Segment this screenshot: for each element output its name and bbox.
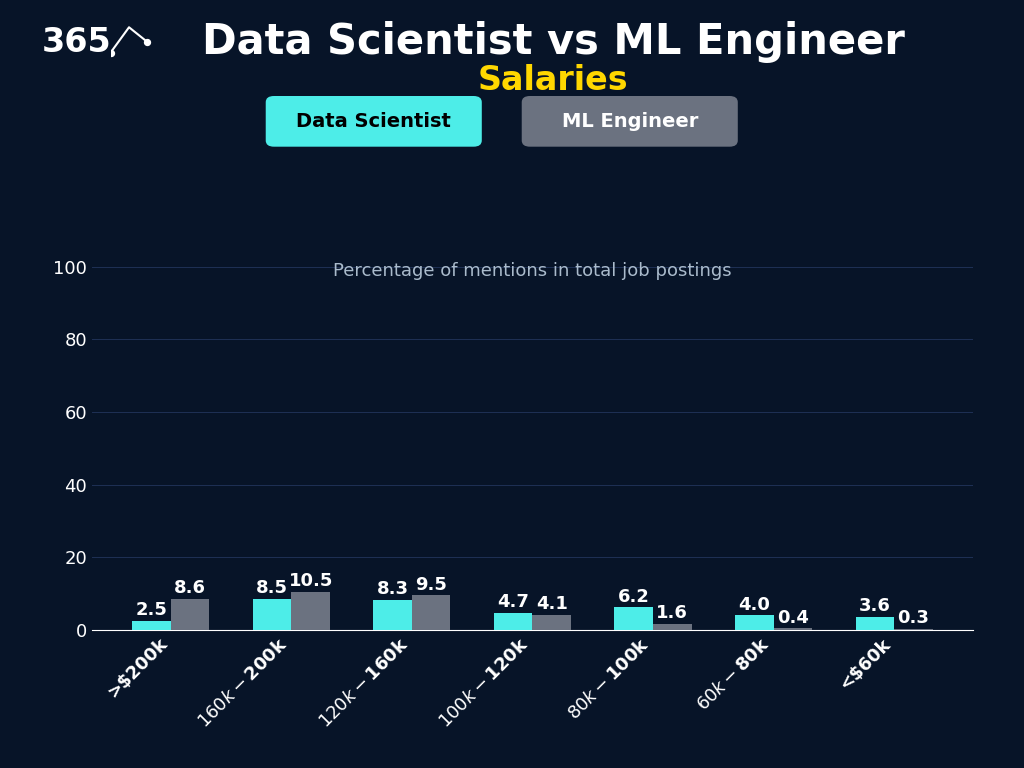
- Bar: [494, 613, 532, 630]
- Text: Data Scientist: Data Scientist: [296, 112, 452, 131]
- Bar: [894, 629, 933, 630]
- Text: 8.6: 8.6: [174, 579, 206, 597]
- Text: 4.1: 4.1: [536, 595, 567, 614]
- Bar: [253, 599, 292, 630]
- Bar: [614, 607, 653, 630]
- Text: 10.5: 10.5: [289, 572, 333, 590]
- Text: 0.4: 0.4: [777, 609, 809, 627]
- Point: [139, 36, 156, 48]
- Text: 0.3: 0.3: [898, 609, 930, 627]
- Bar: [292, 591, 330, 630]
- Bar: [532, 615, 571, 630]
- Text: 9.5: 9.5: [416, 576, 447, 594]
- Text: 4.7: 4.7: [498, 593, 529, 611]
- Text: 8.3: 8.3: [377, 580, 409, 598]
- Text: Data Scientist vs ML Engineer: Data Scientist vs ML Engineer: [202, 22, 904, 63]
- Bar: [773, 628, 812, 630]
- Text: Percentage of mentions in total job postings: Percentage of mentions in total job post…: [333, 263, 732, 280]
- Text: Salaries: Salaries: [477, 65, 629, 97]
- Bar: [171, 598, 209, 630]
- Bar: [374, 600, 412, 630]
- Text: ML Engineer: ML Engineer: [561, 112, 698, 131]
- Text: 365: 365: [42, 26, 112, 58]
- Bar: [412, 595, 451, 630]
- Text: 4.0: 4.0: [738, 596, 770, 614]
- Bar: [856, 617, 894, 630]
- Bar: [735, 615, 773, 630]
- Bar: [653, 624, 691, 630]
- Text: 8.5: 8.5: [256, 579, 288, 598]
- Text: 6.2: 6.2: [617, 588, 649, 606]
- Text: 3.6: 3.6: [859, 598, 891, 615]
- Text: 2.5: 2.5: [135, 601, 167, 619]
- Bar: [132, 621, 171, 630]
- Text: 1.6: 1.6: [656, 604, 688, 623]
- Point: [102, 46, 119, 59]
